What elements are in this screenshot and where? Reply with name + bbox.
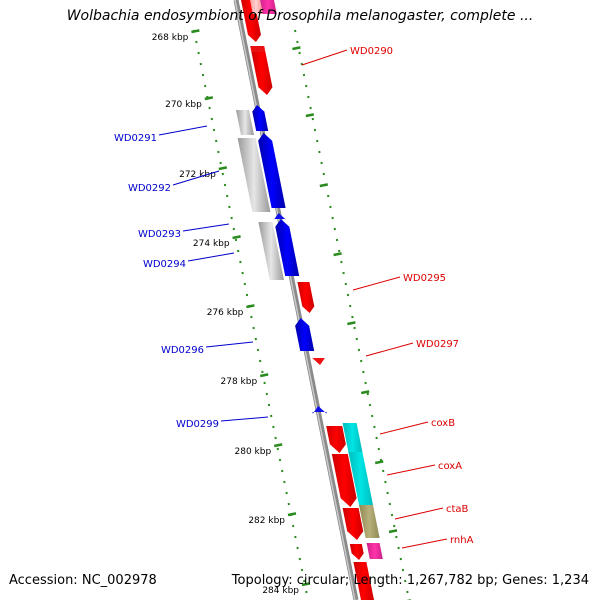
ruler-major-tick-left xyxy=(218,166,228,171)
gene-block-pink-top xyxy=(259,0,277,14)
gene-marker-small xyxy=(250,46,266,52)
ruler-major-tick-left xyxy=(191,29,200,34)
genome-backbone-highlight xyxy=(234,0,356,600)
ruler-track-left xyxy=(193,29,308,594)
scale-label: 270 kbp xyxy=(165,100,202,110)
gene-rnhA xyxy=(366,543,383,559)
gene-WD0294 xyxy=(275,219,300,276)
gene-label-ctaB: ctaB xyxy=(446,504,469,515)
callout-line-reverse xyxy=(220,416,269,422)
ruler-major-tick-left xyxy=(204,96,214,101)
gene-label-rnhA: rnhA xyxy=(450,535,474,546)
callout-line-forward xyxy=(365,342,414,357)
accession-info: Accession: NC_002978 xyxy=(9,573,157,588)
ruler-major-tick-left xyxy=(287,512,297,517)
gene-coxA xyxy=(348,452,373,505)
length-label: Length: xyxy=(353,573,403,588)
callout-line-forward xyxy=(386,464,436,476)
scale-label: 282 kbp xyxy=(248,516,285,526)
ruler-major-tick-right xyxy=(292,46,301,51)
gene-label-WD0297: WD0297 xyxy=(416,339,459,350)
topology-value: circular; xyxy=(296,573,350,588)
gene-rnhA-neighbor xyxy=(349,544,364,560)
genes-label: Genes: xyxy=(502,573,548,588)
gene-coxB-neighbor xyxy=(326,426,346,453)
gene-label-coxB: coxB xyxy=(431,418,455,429)
ruler-major-tick-right xyxy=(360,390,370,395)
scale-label: 276 kbp xyxy=(207,308,244,318)
callout-line-forward xyxy=(352,276,401,291)
callout-line-reverse xyxy=(205,341,254,348)
map-title: Wolbachia endosymbiont of Drosophila mel… xyxy=(66,8,534,24)
gene-WD0292-gray xyxy=(237,138,271,212)
gene-WD0290 xyxy=(251,52,273,95)
gene-WD0295 xyxy=(297,282,315,313)
callout-line-reverse xyxy=(172,170,220,186)
ruler-major-tick-right xyxy=(388,529,398,534)
accession-value: NC_002978 xyxy=(81,573,157,588)
callout-line-forward xyxy=(394,507,444,520)
gene-label-WD0294: WD0294 xyxy=(143,259,186,270)
gene-block-salmon-top xyxy=(250,0,263,14)
ruler-track-right xyxy=(294,29,409,594)
scale-label: 284 kbp xyxy=(262,586,299,596)
genes-value: 1,234 xyxy=(551,573,589,588)
ruler-major-tick-left xyxy=(246,304,255,309)
gene-label-WD0290: WD0290 xyxy=(350,46,393,57)
gene-WD0292 xyxy=(258,133,286,208)
ruler-major-tick-left xyxy=(301,582,311,587)
topology-label: Topology: xyxy=(231,573,293,588)
genome-backbone xyxy=(233,0,359,600)
callout-line-reverse xyxy=(187,252,235,262)
ruler-major-tick-right xyxy=(347,321,356,326)
gene-bottom-partial xyxy=(353,562,374,600)
callout-line-forward xyxy=(379,421,429,435)
ruler-major-tick-right xyxy=(319,183,329,188)
callout-line-reverse xyxy=(182,223,230,232)
gene-WD0296 xyxy=(295,318,315,351)
gene-ctaB xyxy=(359,505,380,538)
gene-coxA-neighbor xyxy=(331,454,357,507)
scale-label: 280 kbp xyxy=(235,447,272,457)
gene-label-WD0292: WD0292 xyxy=(128,183,171,194)
callout-line-reverse xyxy=(158,125,208,136)
gene-label-WD0293: WD0293 xyxy=(138,229,181,240)
gene-WD0293 xyxy=(273,213,286,220)
ruler-major-tick-right xyxy=(374,460,384,465)
callout-line-forward xyxy=(401,538,448,549)
scale-label: 272 kbp xyxy=(179,170,216,180)
length-value: 1,267,782 bp; xyxy=(406,573,499,588)
ruler-major-tick-right xyxy=(333,252,342,257)
callout-line-forward xyxy=(301,49,348,66)
gene-coxB xyxy=(342,423,363,452)
gene-label-coxA: coxA xyxy=(438,461,462,472)
scale-label: 278 kbp xyxy=(221,377,258,387)
gene-label-WD0299: WD0299 xyxy=(176,419,219,430)
gene-label-WD0295: WD0295 xyxy=(403,273,446,284)
ruler-major-tick-left xyxy=(273,443,283,448)
scale-label: 274 kbp xyxy=(193,239,230,249)
gene-ctaB-neighbor xyxy=(342,508,364,540)
scale-label: 268 kbp xyxy=(152,33,189,43)
gene-WD0291-gray xyxy=(236,110,254,135)
accession-label: Accession: xyxy=(9,573,78,588)
ruler-major-tick-left xyxy=(232,235,241,240)
genome-summary: Topology: circular; Length: 1,267,782 bp… xyxy=(232,573,589,588)
gene-WD0297 xyxy=(312,358,325,365)
gene-label-WD0296: WD0296 xyxy=(161,345,204,356)
ruler-major-tick-left xyxy=(259,373,269,378)
ruler-major-tick-right xyxy=(305,113,315,118)
gene-WD0291 xyxy=(252,105,269,131)
gene-WD0294-gray xyxy=(258,222,284,280)
gene-WD0299 xyxy=(312,406,327,414)
gene-label-WD0291: WD0291 xyxy=(114,133,157,144)
